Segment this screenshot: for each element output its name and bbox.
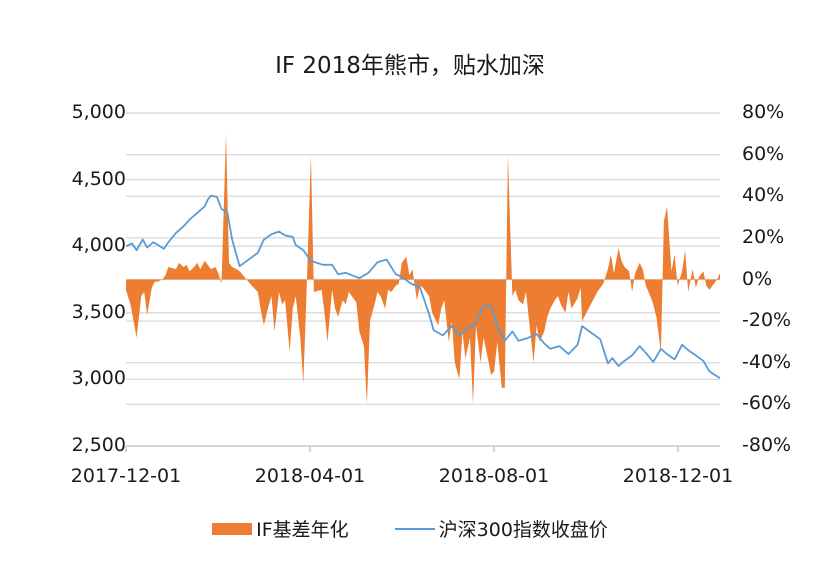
chart-legend: IF基差年化 沪深300指数收盘价	[0, 515, 820, 542]
legend-label: 沪深300指数收盘价	[438, 519, 608, 541]
gridlines	[126, 112, 720, 406]
right-tick-label: -60%	[742, 392, 792, 414]
right-tick-label: 20%	[742, 226, 785, 248]
right-tick-label: 0%	[742, 268, 773, 290]
x-tick-label: 2017-12-01	[70, 465, 182, 487]
left-tick-label: 3,500	[71, 301, 126, 323]
basis-area-series	[126, 133, 720, 405]
right-tick-label: -20%	[742, 309, 792, 331]
x-tick-label: 2018-04-01	[254, 465, 366, 487]
left-tick-label: 2,500	[71, 434, 126, 456]
left-tick-label: 3,000	[71, 367, 126, 389]
chart-title: IF 2018年熊市，贴水加深	[275, 53, 545, 79]
left-tick-label: 5,000	[71, 101, 126, 123]
right-tick-label: 60%	[742, 143, 785, 165]
legend-label: IF基差年化	[256, 519, 349, 541]
index-line-series	[125, 194, 721, 379]
area-swatch-icon	[212, 522, 253, 535]
left-tick-label: 4,000	[71, 234, 126, 256]
x-tick-label: 2018-12-01	[622, 465, 734, 487]
legend-item-index: 沪深300指数收盘价	[394, 515, 608, 542]
line-swatch-icon	[394, 527, 435, 530]
x-axis	[125, 445, 720, 452]
x-tick-label: 2018-08-01	[438, 465, 550, 487]
right-tick-label: -40%	[742, 351, 792, 373]
right-tick-label: -80%	[742, 434, 792, 456]
right-tick-label: 80%	[742, 101, 785, 123]
right-tick-label: 40%	[742, 184, 785, 206]
legend-item-basis: IF基差年化	[212, 515, 349, 542]
left-tick-label: 4,500	[71, 168, 126, 190]
